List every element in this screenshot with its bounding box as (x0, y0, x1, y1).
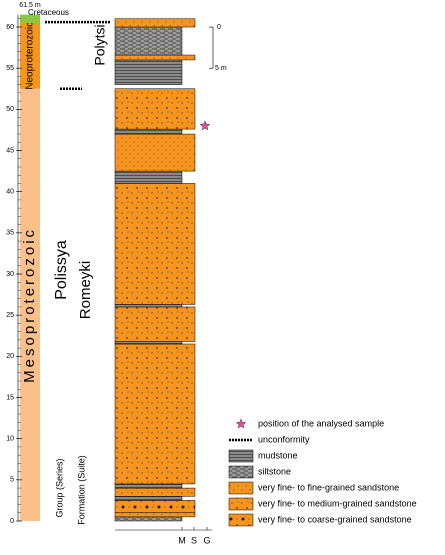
tick-label: 25 (6, 312, 14, 319)
grain-label: M (178, 535, 186, 545)
legend-swatch (228, 481, 254, 495)
layer (114, 483, 183, 489)
tick-label: 15 (6, 394, 14, 401)
layer (114, 304, 183, 308)
layer (114, 18, 196, 28)
layer (114, 54, 196, 61)
formation-label: Polytsi (92, 24, 108, 65)
formation-label: Romeyki (77, 261, 94, 319)
legend-label: unconformity (258, 434, 310, 444)
tick-label: 35 (6, 230, 14, 237)
layer (114, 306, 196, 342)
formation-header: Formation (Suite) (76, 455, 86, 525)
legend-star (235, 418, 247, 429)
layer (114, 183, 196, 305)
layer (114, 343, 196, 485)
era-bar (20, 88, 40, 521)
layer (114, 88, 196, 130)
legend-swatch (228, 449, 254, 463)
tick-label: 10 (6, 436, 14, 443)
layer (114, 516, 183, 522)
scale-label: 5 m (215, 65, 227, 72)
legend-label: siltstone (258, 466, 291, 476)
scale-label: 0 (217, 24, 221, 31)
cretaceous-label: Cretaceous (28, 8, 69, 17)
era-label: Neoproterozoic (25, 22, 36, 90)
layer (114, 341, 183, 345)
tick-label: 5 (10, 477, 14, 484)
scale-bar (209, 26, 214, 69)
tick-label: 55 (6, 65, 14, 72)
layer (114, 496, 183, 501)
legend-label: very fine- to fine-grained sandstone (258, 482, 399, 492)
era-label: Mesoproterozoic (21, 227, 38, 383)
tick-label: 45 (6, 147, 14, 154)
grain-label: S (191, 535, 197, 545)
layer (114, 26, 183, 56)
layer (114, 487, 196, 497)
tick-label: 50 (6, 106, 14, 113)
tick-label: 30 (6, 271, 14, 278)
tick-label: 40 (6, 189, 14, 196)
legend-swatch (228, 497, 254, 511)
tick-label: 60 (6, 24, 14, 31)
legend-label: very fine- to coarse-grained sandstone (258, 514, 412, 524)
tick-label: 0 (10, 518, 14, 525)
era-bar (20, 14, 40, 23)
legend-label: mudstone (258, 450, 298, 460)
legend-label: very fine- to medium-grained sandstone (258, 498, 417, 508)
layer (114, 133, 196, 172)
legend-swatch (228, 465, 254, 479)
layer (114, 512, 196, 518)
group-header: Group (Series) (54, 458, 64, 517)
legend-label: position of the analysed sample (258, 418, 384, 428)
tick-label: 20 (6, 353, 14, 360)
legend-swatch (228, 513, 254, 527)
sample-marker (199, 120, 211, 131)
grain-label: G (203, 535, 210, 545)
layer (114, 170, 183, 184)
layer (114, 59, 183, 85)
layer (114, 500, 196, 514)
era-bar (20, 22, 40, 89)
group-label: Polissya (53, 240, 70, 300)
axis-top-label: 61.5 m (19, 2, 41, 9)
layer (114, 128, 183, 135)
